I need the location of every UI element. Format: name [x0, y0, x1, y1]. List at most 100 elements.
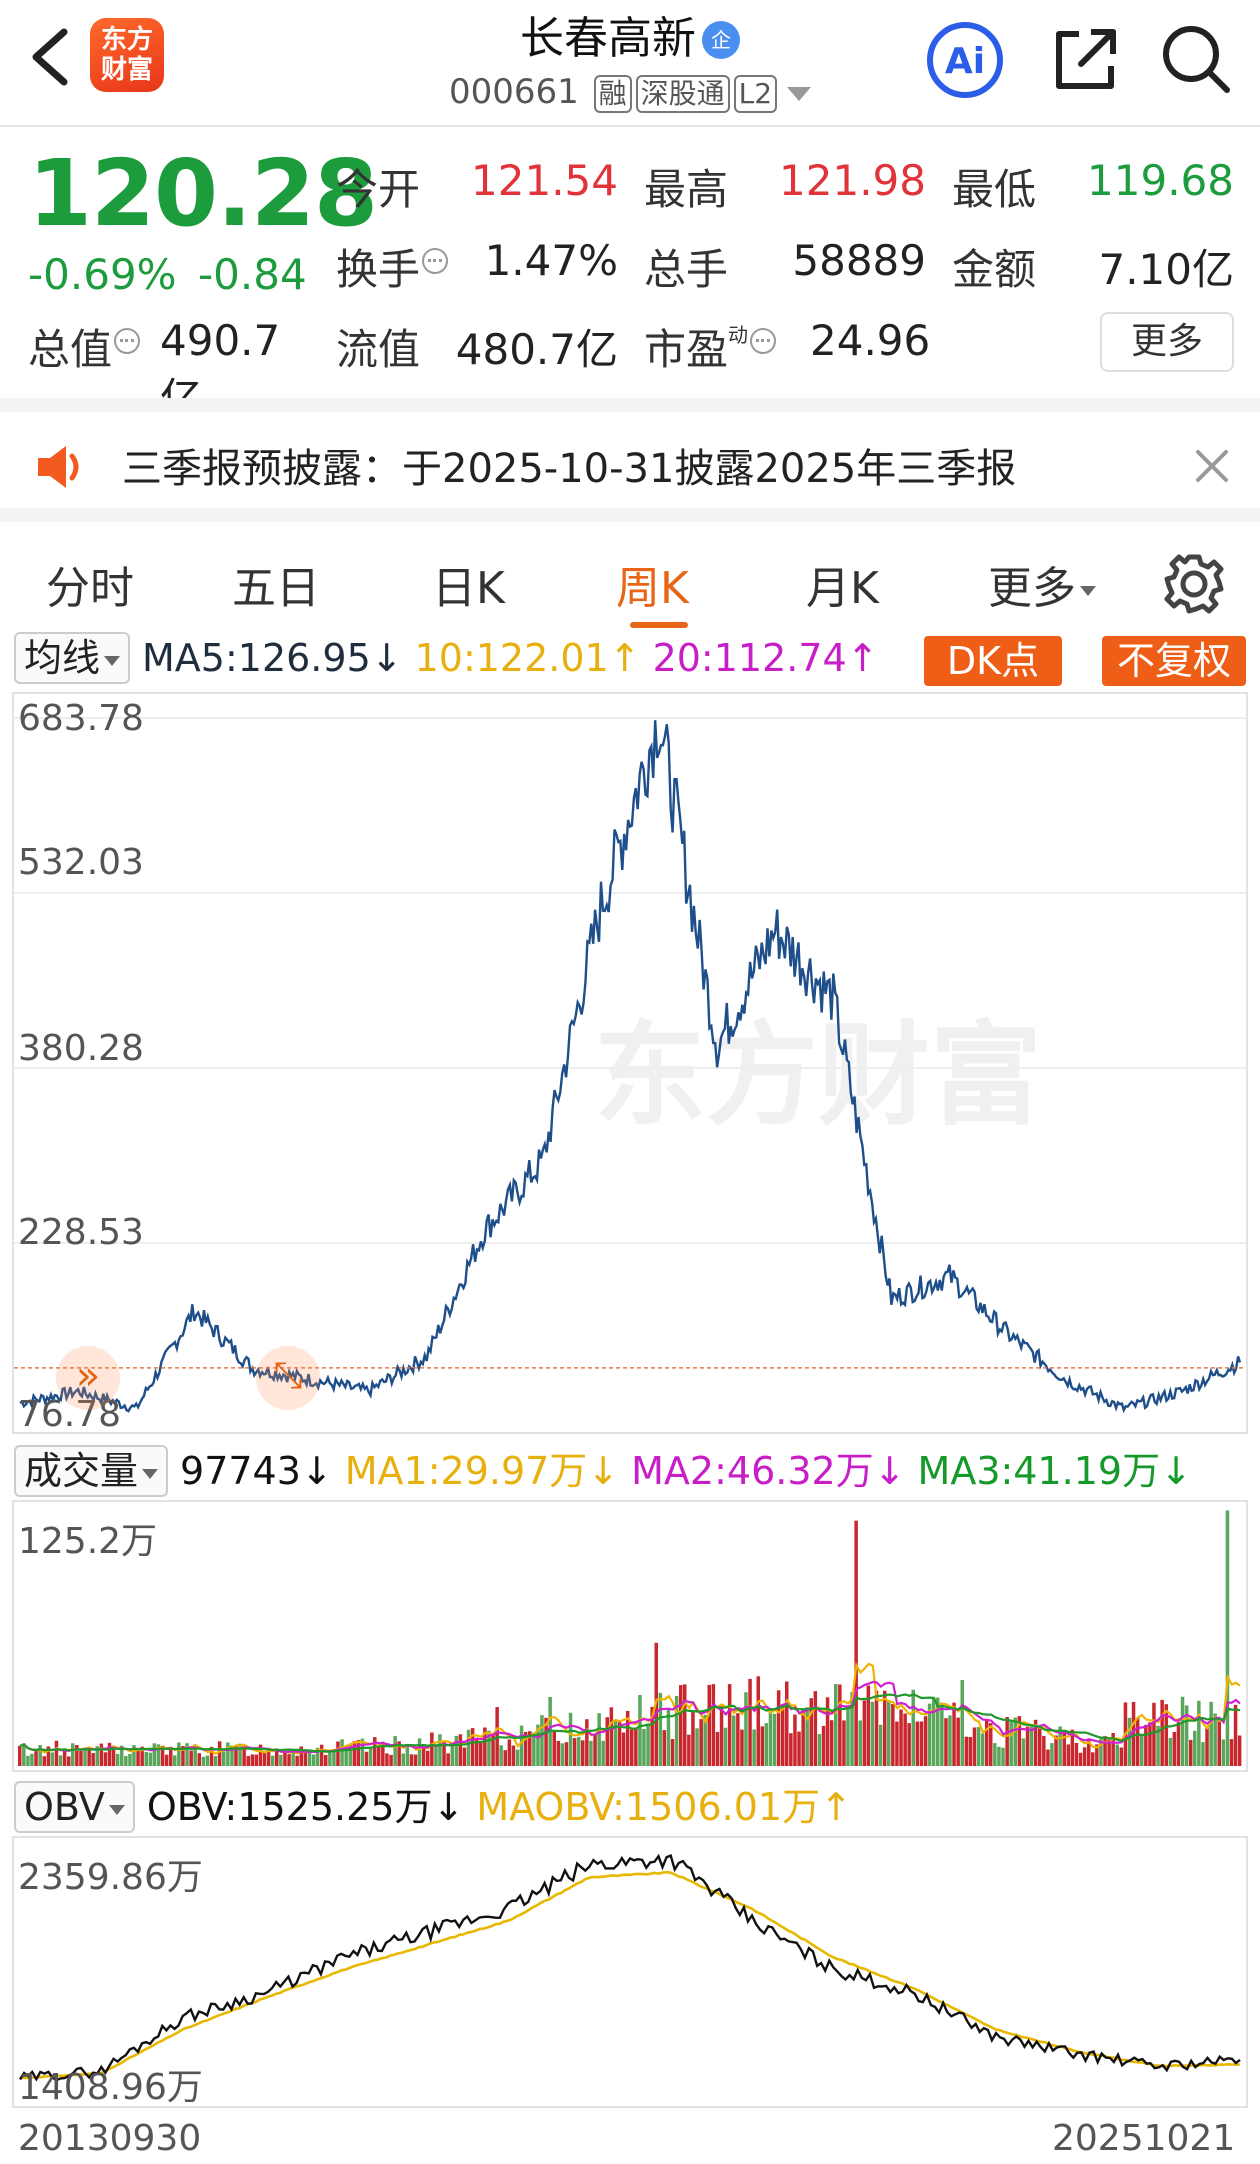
- obv-chart[interactable]: 2359.86万 1408.96万: [12, 1836, 1248, 2108]
- volume-bar: [997, 1746, 1001, 1766]
- volume-bar: [479, 1741, 483, 1766]
- dk-point-button[interactable]: DK点: [924, 636, 1062, 686]
- volume-chart[interactable]: 125.2万: [12, 1500, 1248, 1772]
- volume-bar: [503, 1750, 507, 1766]
- volume-bar: [789, 1733, 793, 1766]
- volume-bar: [421, 1744, 426, 1766]
- tab-more[interactable]: 更多: [988, 552, 1096, 616]
- volume-bar: [719, 1706, 724, 1766]
- back-button[interactable]: [22, 22, 82, 92]
- volume-bar: [948, 1715, 952, 1766]
- obv-indicator-bar: OBV OBV:1525.25万↓ MAOBV:1506.01万↑: [14, 1776, 852, 1833]
- volume-bar: [679, 1685, 683, 1766]
- volume-bar: [258, 1744, 263, 1766]
- share-button[interactable]: [1045, 20, 1125, 100]
- tab-five-day[interactable]: 五日: [232, 563, 320, 614]
- float-cap-value: 480.7亿: [455, 325, 618, 374]
- volume-bar: [46, 1746, 51, 1766]
- volume-bar: [870, 1701, 875, 1766]
- volume-bar: [1135, 1717, 1140, 1766]
- volume-bar: [434, 1746, 438, 1766]
- chevron-down-icon[interactable]: [787, 86, 812, 101]
- price-chart[interactable]: 东方财富 683.78 532.03 380.28 228.53 76.78 »…: [12, 692, 1248, 1435]
- volume-bar: [120, 1745, 124, 1766]
- tab-weekly-k[interactable]: 周K: [616, 563, 689, 614]
- volume-bar: [1082, 1747, 1087, 1766]
- volume-bar: [736, 1713, 740, 1766]
- volume-selector[interactable]: 成交量: [14, 1445, 169, 1497]
- search-button[interactable]: [1155, 18, 1237, 100]
- tab-daily-k[interactable]: 日K: [432, 563, 505, 614]
- volume-indicator-bar: 成交量 97743↓ MA1:29.97万↓ MA2:46.32万↓ MA3:41.19…: [14, 1440, 1192, 1497]
- volume-bar: [666, 1708, 671, 1766]
- volume-bar: [30, 1753, 34, 1766]
- no-adjust-button[interactable]: 不复权: [1102, 636, 1246, 686]
- volume-bar: [58, 1755, 63, 1766]
- expand-icon[interactable]: ⤡: [256, 1346, 320, 1410]
- volume-bar: [499, 1745, 503, 1766]
- market-cap-label[interactable]: 总值: [28, 316, 141, 377]
- volume-bar: [1103, 1736, 1107, 1766]
- volume-bar: [368, 1747, 373, 1766]
- volume-selector-label: 成交量: [24, 1449, 139, 1493]
- obv-selector[interactable]: OBV: [14, 1781, 135, 1833]
- notice-bar[interactable]: 三季报预披露：于2025-10-31披露2025年三季报: [0, 398, 1260, 508]
- volume-bar: [201, 1756, 206, 1766]
- pe-label[interactable]: 市盈动: [644, 316, 777, 377]
- volume-bar: [140, 1746, 144, 1766]
- volume-bar: [915, 1721, 920, 1766]
- volume-bar: [781, 1707, 785, 1766]
- volume-bar: [303, 1752, 308, 1766]
- close-icon[interactable]: [1190, 444, 1234, 488]
- volume-bar: [1029, 1726, 1034, 1766]
- tab-intraday[interactable]: 分时: [46, 563, 134, 614]
- volume-bar: [891, 1704, 895, 1766]
- volume-bar: [1140, 1735, 1144, 1766]
- app-logo[interactable]: 东方 财富: [90, 18, 164, 92]
- volume-bar: [136, 1748, 140, 1766]
- volume-bar: [1176, 1722, 1181, 1766]
- volume-bar: [1119, 1747, 1124, 1766]
- speaker-icon: [38, 446, 79, 488]
- stock-title-block[interactable]: 长春高新企 000661 融深股通 L2: [380, 0, 880, 125]
- gear-icon[interactable]: [1162, 552, 1226, 616]
- volume-bar: [1156, 1725, 1160, 1766]
- active-tab-indicator: [630, 622, 688, 628]
- volume-bar: [364, 1751, 369, 1766]
- volume-bar: [674, 1695, 679, 1766]
- volume-bar: [54, 1740, 59, 1766]
- volume-bar: [727, 1684, 732, 1766]
- volume-bar: [1070, 1729, 1075, 1766]
- volume-bar: [1050, 1743, 1054, 1766]
- volume-bar: [160, 1745, 165, 1766]
- tab-monthly-k[interactable]: 月K: [806, 563, 879, 614]
- ma-selector[interactable]: 均线: [14, 632, 131, 684]
- more-quote-button[interactable]: 更多: [1100, 312, 1234, 372]
- turnover-label[interactable]: 换手: [336, 236, 449, 297]
- volume-bar: [1221, 1739, 1226, 1766]
- volume-bar: [838, 1684, 842, 1766]
- volume-bar: [324, 1755, 328, 1766]
- volume-bar: [601, 1740, 605, 1766]
- volume-bar: [1144, 1724, 1148, 1766]
- volume-bar: [466, 1729, 471, 1766]
- volume-bar: [834, 1684, 838, 1766]
- obv-chart-svg: [18, 1853, 1241, 2082]
- volume-bar: [638, 1695, 642, 1766]
- volume-bar: [246, 1756, 250, 1766]
- volume-bar: [846, 1708, 850, 1766]
- ai-button[interactable]: Ai: [925, 20, 1005, 100]
- stock-code: 000661: [448, 72, 579, 112]
- volume-bar: [560, 1743, 565, 1766]
- volume-bar: [715, 1731, 720, 1766]
- volume-bar: [238, 1743, 242, 1766]
- volume-bar: [878, 1724, 883, 1766]
- volume-bar: [764, 1723, 769, 1766]
- fast-forward-icon[interactable]: »: [56, 1346, 120, 1410]
- volume-bar: [874, 1690, 879, 1766]
- volume-bar: [911, 1689, 915, 1766]
- turnover-value: 1.47%: [484, 236, 618, 285]
- volume-bar: [360, 1738, 365, 1766]
- volume-bar: [577, 1736, 581, 1766]
- volume-bar: [793, 1714, 797, 1766]
